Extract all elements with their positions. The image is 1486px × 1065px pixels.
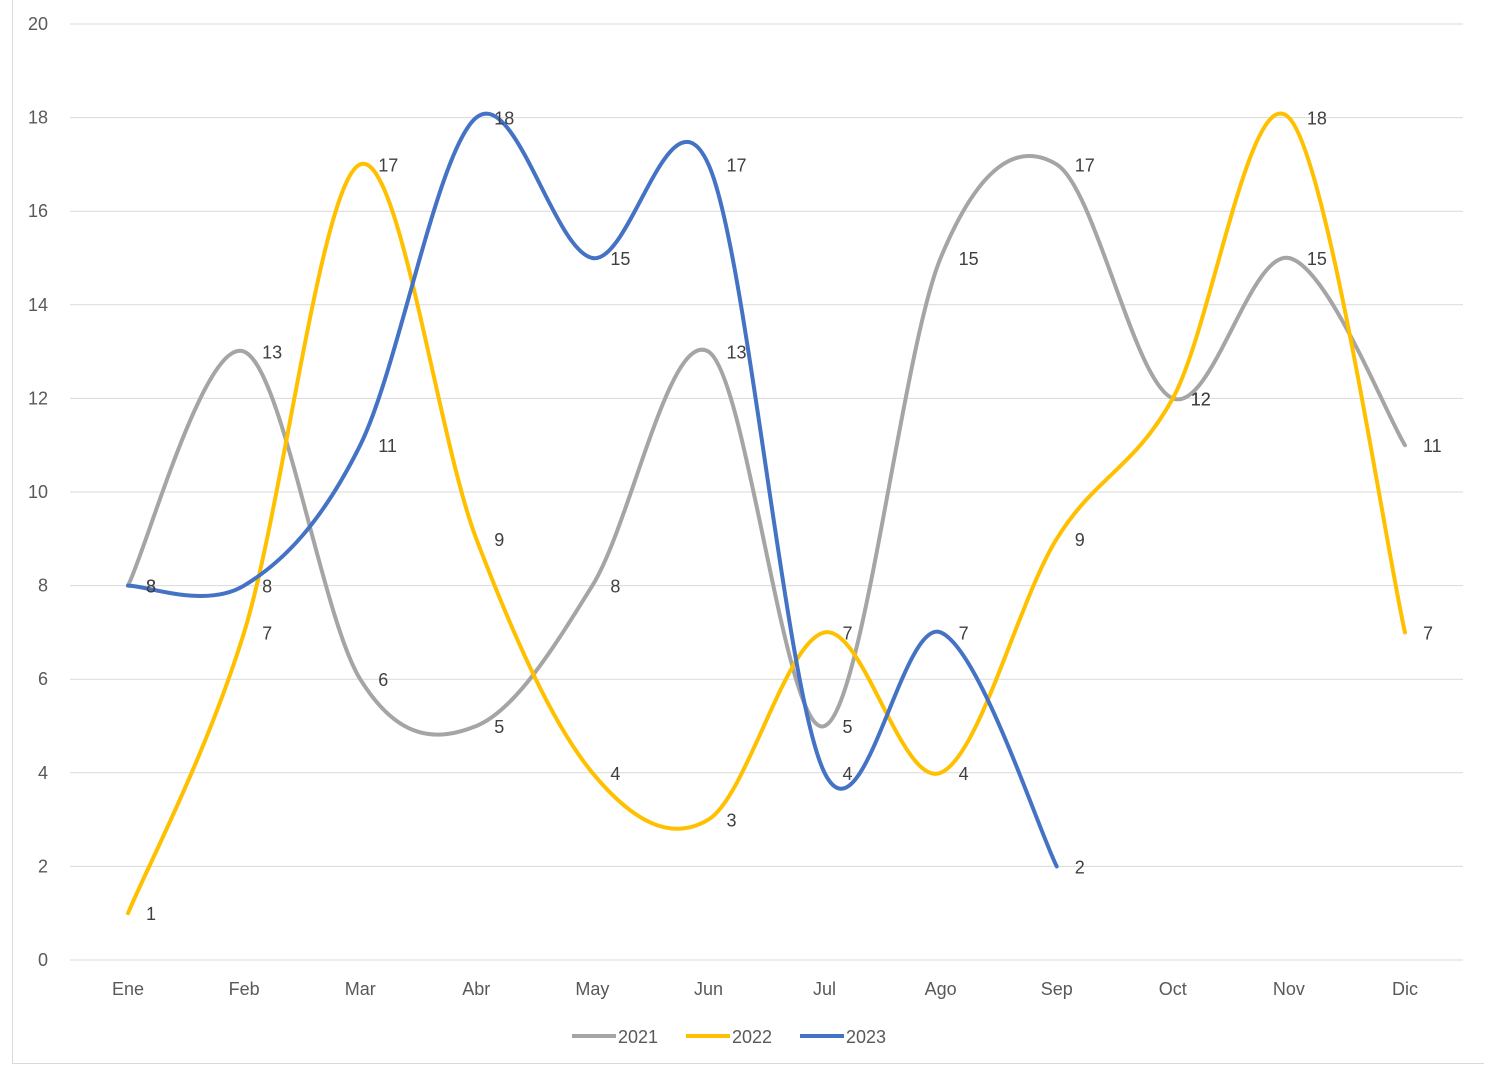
data-label-2023: 8 bbox=[262, 577, 272, 597]
chart-frame bbox=[12, 0, 1484, 1064]
y-tick-label: 18 bbox=[28, 108, 48, 128]
data-label-2023: 7 bbox=[959, 623, 969, 643]
y-tick-label: 12 bbox=[28, 388, 48, 408]
data-label-2023: 11 bbox=[378, 436, 397, 456]
data-label-2022: 1 bbox=[146, 904, 156, 924]
data-label-2022: 3 bbox=[726, 811, 736, 831]
data-label-2022: 4 bbox=[959, 764, 969, 784]
x-tick-label: Oct bbox=[1159, 979, 1187, 999]
series-line-2023 bbox=[126, 112, 1059, 869]
y-tick-label: 14 bbox=[28, 295, 48, 315]
data-label-2022: 12 bbox=[1191, 389, 1211, 409]
y-tick-label: 6 bbox=[38, 669, 48, 689]
x-tick-label: Jul bbox=[813, 979, 836, 999]
data-label-2021: 11 bbox=[1423, 436, 1442, 456]
data-label-2021: 12 bbox=[1191, 389, 1211, 409]
data-label-2021: 5 bbox=[843, 717, 853, 737]
data-label-2023: 15 bbox=[610, 249, 630, 269]
data-label-2021: 8 bbox=[610, 577, 620, 597]
data-label-2021: 15 bbox=[1307, 249, 1327, 269]
legend-label-2023: 2023 bbox=[846, 1027, 886, 1047]
series-line-2021 bbox=[126, 154, 1407, 737]
y-tick-label: 4 bbox=[38, 763, 48, 783]
data-label-2023: 18 bbox=[494, 109, 514, 129]
y-tick-label: 2 bbox=[38, 856, 48, 876]
legend-label-2021: 2021 bbox=[618, 1027, 658, 1047]
data-label-2022: 18 bbox=[1307, 109, 1327, 129]
data-label-2023: 17 bbox=[726, 155, 746, 175]
x-tick-label: Dic bbox=[1392, 979, 1418, 999]
x-tick-label: Ene bbox=[112, 979, 144, 999]
x-tick-label: Sep bbox=[1041, 979, 1073, 999]
data-label-2023: 2 bbox=[1075, 857, 1085, 877]
x-tick-label: Abr bbox=[462, 979, 490, 999]
data-label-2022: 7 bbox=[262, 623, 272, 643]
data-label-2022: 17 bbox=[378, 155, 398, 175]
x-tick-label: Nov bbox=[1273, 979, 1305, 999]
x-tick-label: May bbox=[575, 979, 609, 999]
data-label-2021: 17 bbox=[1075, 155, 1095, 175]
x-tick-label: Ago bbox=[925, 979, 957, 999]
gridlines bbox=[70, 23, 1463, 961]
data-label-2021: 5 bbox=[494, 717, 504, 737]
data-label-2023: 8 bbox=[146, 577, 156, 597]
series-lines bbox=[126, 111, 1407, 916]
data-label-2021: 15 bbox=[959, 249, 979, 269]
data-label-2023: 4 bbox=[843, 764, 853, 784]
x-tick-label: Feb bbox=[229, 979, 260, 999]
y-tick-label: 8 bbox=[38, 576, 48, 596]
x-axis-ticks: Ene Feb Mar Abr May Jun Jul Ago Sep Oct Nov Dic bbox=[112, 979, 1418, 999]
data-label-2022: 9 bbox=[494, 530, 504, 550]
y-tick-label: 0 bbox=[38, 950, 48, 970]
data-label-2022: 7 bbox=[1423, 623, 1433, 643]
data-label-2021: 6 bbox=[378, 670, 388, 690]
data-label-2022: 9 bbox=[1075, 530, 1085, 550]
y-tick-label: 20 bbox=[28, 14, 48, 34]
legend-label-2022: 2022 bbox=[732, 1027, 772, 1047]
x-tick-label: Jun bbox=[694, 979, 723, 999]
data-label-2021: 13 bbox=[262, 343, 282, 363]
series-line-2022 bbox=[126, 111, 1407, 916]
data-label-2022: 4 bbox=[610, 764, 620, 784]
data-label-2021: 13 bbox=[726, 343, 746, 363]
data-label-2022: 7 bbox=[843, 623, 853, 643]
y-tick-label: 16 bbox=[28, 201, 48, 221]
y-tick-label: 10 bbox=[28, 482, 48, 502]
y-axis-ticks: 0 2 4 6 8 10 12 14 16 18 20 bbox=[28, 14, 48, 970]
legend: 2021 2022 2023 bbox=[572, 1027, 886, 1047]
data-label-2021: 8 bbox=[146, 577, 156, 597]
x-tick-label: Mar bbox=[345, 979, 376, 999]
